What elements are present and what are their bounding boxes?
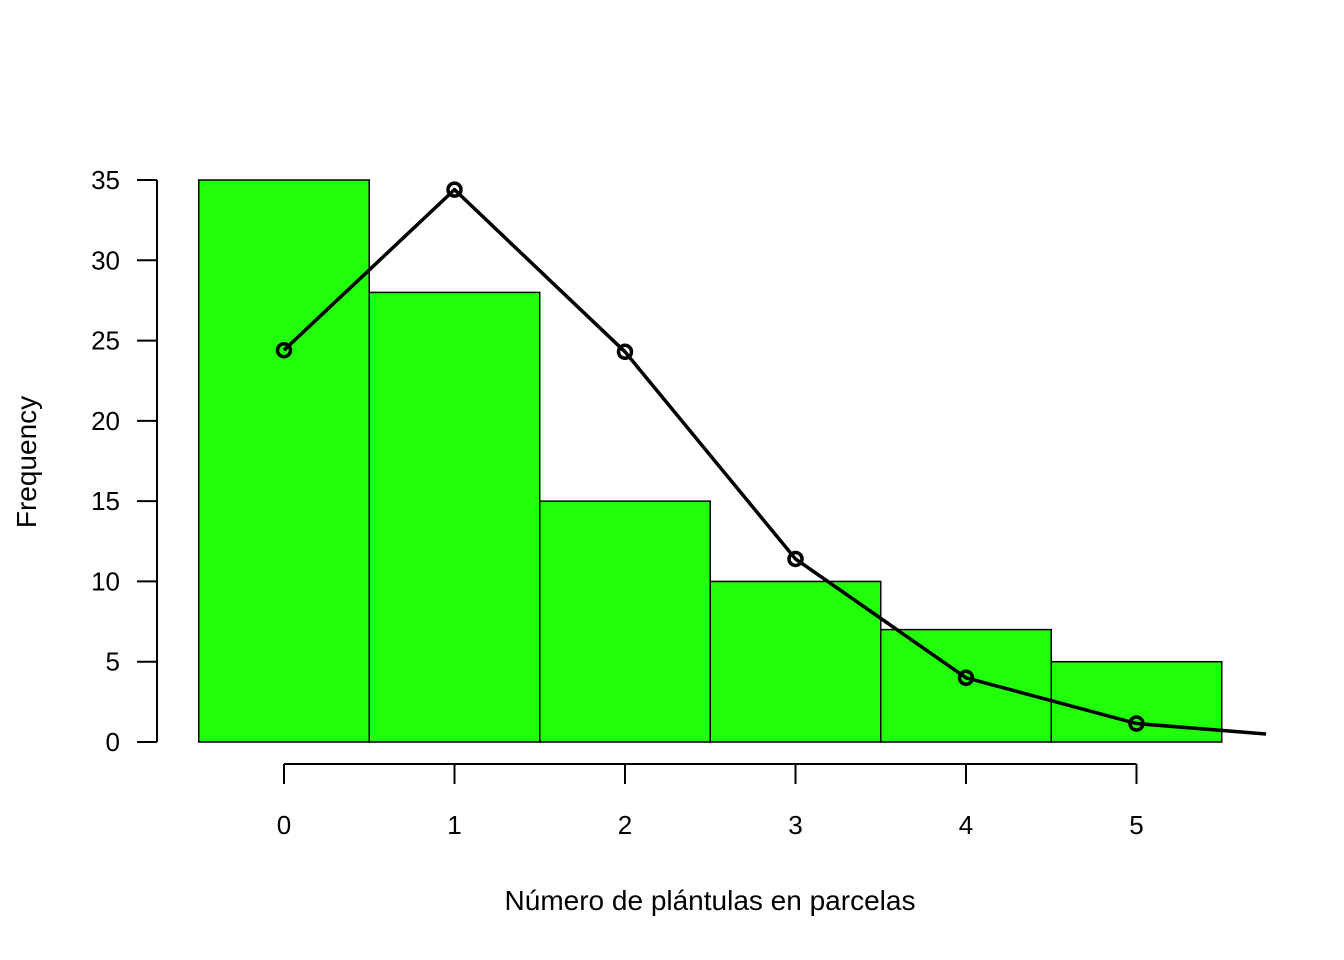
bar-1: [368, 291, 541, 743]
bars-group: [198, 179, 1223, 743]
x-axis-title: Número de plántulas en parcelas: [505, 885, 916, 916]
overlay-point-5: [1128, 715, 1145, 732]
y-tick-label: 5: [106, 647, 120, 677]
overlay-point-0: [275, 341, 293, 359]
y-axis: 0 5 10 15 20 25 30 35: [91, 165, 158, 757]
y-tick-label: 30: [91, 245, 120, 275]
overlay-point-4: [957, 669, 975, 687]
bar-2: [539, 500, 711, 743]
x-tick-label: 3: [788, 810, 802, 840]
y-tick-label: 0: [106, 727, 120, 757]
y-tick-label: 10: [91, 566, 120, 596]
bar-3: [709, 580, 882, 743]
x-axis: 0 1 2 3 4 5: [277, 763, 1144, 840]
x-tick-label: 5: [1129, 810, 1143, 840]
y-tick-label: 20: [91, 406, 120, 436]
y-axis-title: Frequency: [11, 396, 42, 528]
y-tick-label: 25: [91, 326, 120, 356]
overlay-line: [282, 187, 1267, 736]
x-tick-label: 2: [618, 810, 632, 840]
overlay-line-group: [275, 181, 1267, 736]
x-tick-label: 0: [277, 810, 291, 840]
overlay-point-3: [787, 550, 804, 568]
y-tick-label: 35: [91, 165, 120, 195]
x-tick-label: 4: [959, 810, 973, 840]
bar-0: [198, 179, 370, 743]
y-tick-label: 15: [91, 486, 120, 516]
x-tick-label: 1: [447, 810, 461, 840]
overlay-point-1: [446, 181, 463, 198]
overlay-point-2: [616, 343, 634, 361]
